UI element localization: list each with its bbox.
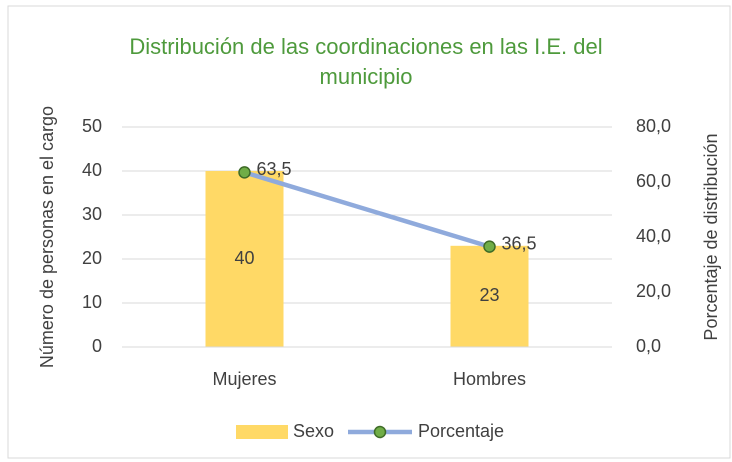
chart-title: Distribución de las coordinaciones en la… — [129, 34, 603, 89]
bar-value-label: 23 — [479, 285, 499, 305]
line-value-label: 63,5 — [257, 159, 292, 179]
legend-swatch — [236, 425, 288, 439]
y-tick-label: 30 — [82, 204, 102, 224]
y2-tick-label: 0,0 — [636, 336, 661, 356]
line — [243, 170, 491, 249]
legend-label: Sexo — [293, 421, 334, 441]
line-marker — [483, 240, 496, 253]
y-tick-label: 0 — [92, 336, 102, 356]
y2-axis-label: Porcentaje de distribución — [701, 133, 721, 340]
bar — [205, 171, 284, 347]
y-tick-label: 10 — [82, 292, 102, 312]
y-tick-label: 40 — [82, 160, 102, 180]
y-tick-label: 50 — [82, 116, 102, 136]
x-tick-label: Hombres — [453, 369, 526, 389]
legend-swatch — [373, 425, 387, 439]
chart-border — [7, 5, 731, 459]
y2-tick-label: 60,0 — [636, 171, 671, 191]
legend-label: Porcentaje — [418, 421, 504, 441]
y2-tick-label: 20,0 — [636, 281, 671, 301]
y-axis-label: Número de personas en el cargo — [37, 106, 57, 368]
y-tick-label: 20 — [82, 248, 102, 268]
bar-value-label: 40 — [234, 248, 254, 268]
y2-tick-label: 40,0 — [636, 226, 671, 246]
y2-tick-label: 80,0 — [636, 116, 671, 136]
line-marker — [238, 166, 251, 179]
x-tick-label: Mujeres — [212, 369, 276, 389]
line-value-label: 36,5 — [502, 233, 537, 253]
bar — [450, 245, 529, 347]
